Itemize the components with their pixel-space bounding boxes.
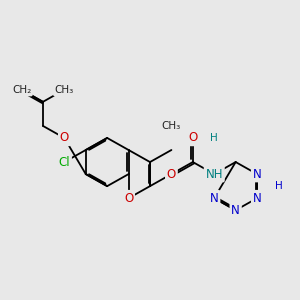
Text: O: O bbox=[167, 168, 176, 181]
Text: CH₂: CH₂ bbox=[12, 85, 31, 95]
Text: H: H bbox=[274, 181, 282, 191]
Text: O: O bbox=[188, 131, 197, 145]
Text: O: O bbox=[124, 192, 133, 205]
Text: Cl: Cl bbox=[58, 155, 70, 169]
Text: N: N bbox=[231, 204, 240, 217]
Text: H: H bbox=[210, 133, 218, 143]
Text: NH: NH bbox=[206, 168, 223, 181]
Text: N: N bbox=[253, 168, 261, 181]
Text: CH₃: CH₃ bbox=[55, 85, 74, 95]
Text: O: O bbox=[60, 131, 69, 145]
Text: N: N bbox=[253, 192, 261, 205]
Text: CH₃: CH₃ bbox=[162, 121, 181, 131]
Text: N: N bbox=[210, 192, 219, 205]
